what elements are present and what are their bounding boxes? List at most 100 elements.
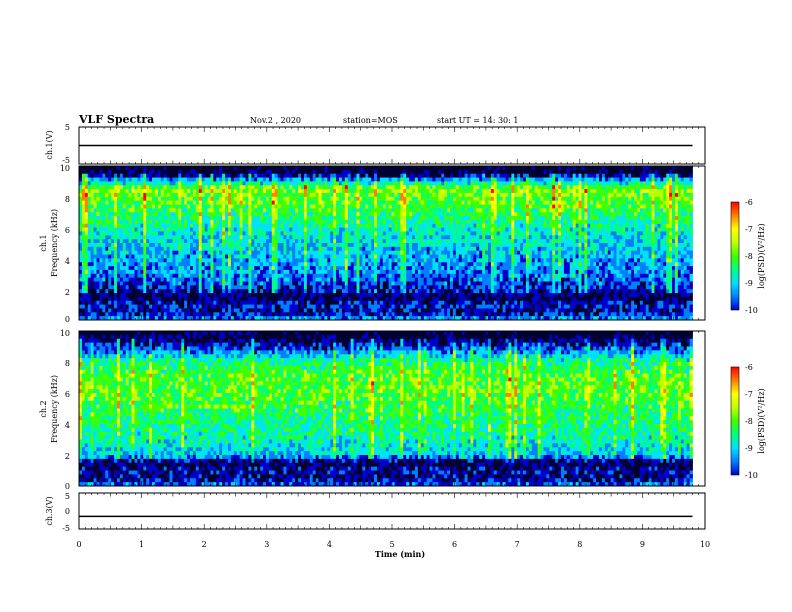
spectrogram-cell	[216, 173, 220, 178]
spectrogram-cell	[391, 192, 395, 198]
spectrogram-cell	[301, 173, 305, 178]
spectrogram-cell	[403, 196, 407, 202]
spectrogram-cell	[111, 239, 115, 244]
spectrogram-cell	[207, 181, 211, 186]
spectrogram-cell	[96, 304, 100, 309]
spectrogram-cell	[184, 281, 188, 286]
spectrogram-cell	[219, 277, 223, 282]
spectrogram-cell	[365, 254, 369, 259]
spectrogram-cell	[347, 254, 352, 259]
spectrogram-cell	[268, 173, 273, 178]
spectrogram-cell	[122, 293, 127, 298]
spectrogram-cell	[306, 250, 311, 255]
spectrogram-cell	[414, 212, 419, 217]
spectrogram-cell	[146, 219, 150, 225]
spectrogram-cell	[292, 181, 296, 186]
spectrogram-cell	[213, 235, 217, 240]
spectrogram-cell	[397, 300, 401, 305]
spectrogram-cell	[263, 250, 267, 255]
spectrogram-cell	[105, 177, 109, 182]
spectrogram-cell	[400, 177, 404, 182]
spectrogram-cell	[190, 262, 194, 267]
spectrogram-cell	[251, 227, 255, 232]
spectrogram-cell	[157, 289, 162, 294]
spectrogram-cell	[96, 173, 100, 178]
spectrogram-cell	[394, 296, 398, 302]
spectrogram-cell	[397, 169, 401, 175]
spectrogram-cell	[306, 223, 311, 228]
spectrogram-cell	[315, 235, 319, 240]
spectrogram-cell	[175, 181, 179, 186]
spectrogram-cell	[309, 166, 314, 171]
spectrogram-cell	[359, 223, 363, 228]
spectrogram-cell	[79, 316, 83, 321]
spectrogram-cell	[295, 235, 299, 240]
spectrogram-cell	[257, 208, 261, 213]
spectrogram-cell	[181, 308, 185, 313]
spectrogram-cell	[225, 192, 229, 198]
spectrogram-cell	[143, 308, 147, 313]
spectrogram-cell	[286, 227, 290, 232]
spectrogram-cell	[306, 269, 311, 275]
spectrogram-cell	[315, 192, 319, 198]
spectrogram-cell	[160, 185, 165, 190]
spectrogram-cell	[111, 266, 115, 271]
spectrogram-cell	[263, 289, 267, 294]
spectrogram-cell	[312, 181, 317, 186]
spectrogram-cell	[131, 227, 135, 232]
spectrogram-cell	[125, 212, 130, 217]
spectrogram-cell	[318, 181, 322, 186]
spectrogram-cell	[298, 266, 302, 271]
spectrogram-cell	[423, 266, 428, 271]
spectrogram-cell	[382, 277, 387, 282]
spectrogram-cell	[303, 216, 308, 221]
spectrogram-cell	[368, 273, 372, 279]
spectrogram-cell	[397, 196, 401, 202]
spectrogram-cell	[265, 262, 270, 267]
spectrogram-cell	[333, 243, 337, 248]
spectrogram-cell	[385, 192, 390, 198]
spectrogram-cell	[169, 308, 173, 313]
spectrogram-cell	[406, 208, 410, 213]
spectrogram-cell	[414, 185, 419, 190]
spectrogram-cell	[374, 235, 378, 240]
spectrogram-cell	[114, 300, 118, 305]
spectrogram-cell	[181, 246, 185, 252]
spectrogram-cell	[81, 296, 86, 302]
spectrogram-cell	[160, 281, 165, 286]
spectrogram-cell	[324, 204, 328, 209]
spectrogram-cell	[336, 200, 340, 205]
spectrogram-cell	[251, 235, 255, 240]
spectrogram-cell	[239, 223, 243, 228]
spectrogram-cell	[201, 200, 206, 205]
spectrogram-cell	[414, 258, 419, 263]
spectrogram-cell	[298, 312, 302, 317]
spectrogram-cell	[175, 308, 179, 313]
spectrogram-cell	[96, 185, 100, 190]
spectrogram-cell	[99, 200, 103, 205]
spectrogram-cell	[254, 192, 258, 198]
spectrogram-cell	[327, 185, 331, 190]
spectrogram-cell	[306, 296, 311, 302]
spectrogram-cell	[391, 296, 395, 302]
spectrogram-cell	[192, 250, 197, 255]
spectrogram-cell	[160, 312, 165, 317]
spectrogram-cell	[271, 169, 276, 175]
spectrogram-cell	[210, 250, 214, 255]
spectrogram-cell	[400, 192, 404, 198]
spectrogram-cell	[227, 258, 232, 263]
spectrogram-cell	[263, 185, 267, 190]
spectrogram-cell	[146, 181, 150, 186]
spectrogram-cell	[347, 316, 352, 321]
spectrogram-cell	[207, 212, 211, 217]
spectrogram-cell	[157, 243, 162, 248]
spectrogram-cell	[140, 173, 144, 178]
spectrogram-cell	[274, 196, 279, 202]
spectrogram-cell	[137, 181, 141, 186]
spectrogram-cell	[359, 166, 363, 171]
spectrogram-cell	[330, 166, 334, 171]
spectrogram-cell	[391, 262, 395, 267]
spectrogram-cell	[175, 254, 179, 259]
spectrogram-cell	[210, 235, 214, 240]
spectrogram-cell	[350, 300, 354, 305]
